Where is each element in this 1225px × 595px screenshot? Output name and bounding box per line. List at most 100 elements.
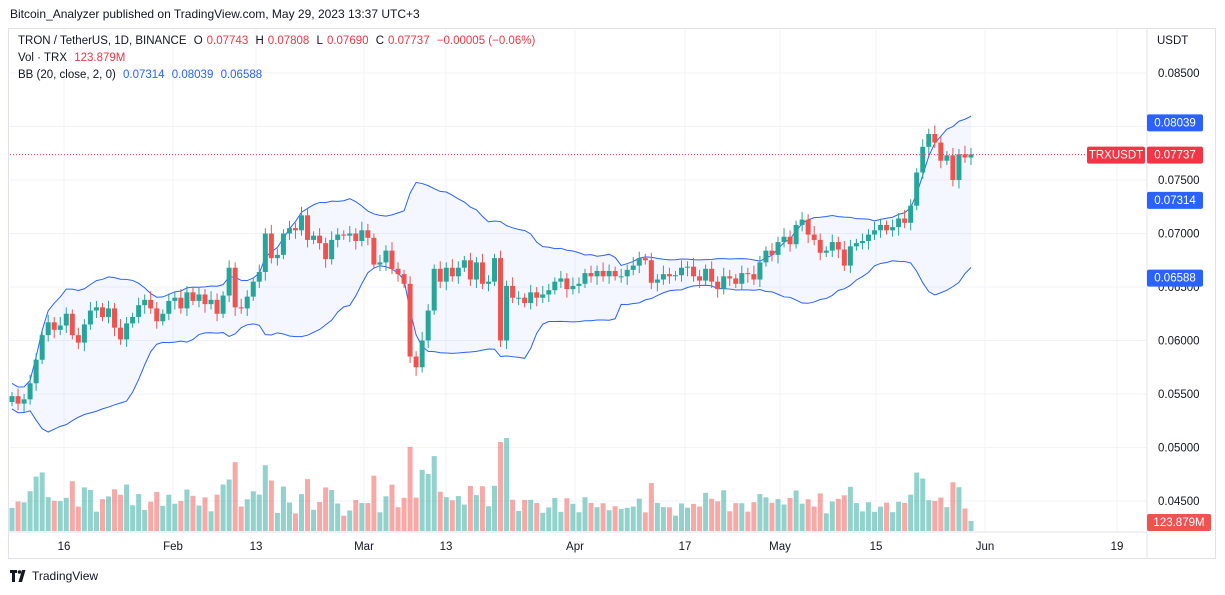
candle-body [431, 268, 437, 311]
candle-body [443, 267, 449, 282]
candle-body [829, 242, 835, 251]
footer-brand[interactable]: TradingView [32, 569, 99, 583]
volume-bar [540, 512, 546, 531]
candle-body [522, 297, 528, 304]
volume-tag: 123.879M [1153, 517, 1204, 529]
volume-bar [268, 480, 274, 531]
volume-bar [847, 486, 853, 531]
volume-bar [142, 509, 148, 531]
volume-bar [570, 503, 576, 531]
y-tick-label: 0.05000 [1158, 443, 1200, 455]
candle-body [624, 269, 630, 277]
candle-body [359, 230, 365, 241]
y-tick-label: 0.05500 [1158, 389, 1200, 401]
y-tick-label: 0.07500 [1158, 175, 1200, 187]
candle-body [238, 307, 244, 309]
legend-open: 0.07743 [206, 35, 249, 47]
volume-bar [238, 506, 244, 531]
candle-body [902, 218, 908, 223]
volume-bar [136, 494, 142, 531]
candle-body [365, 230, 371, 238]
volume-bar [745, 511, 751, 531]
candle-body [184, 292, 190, 309]
candle-body [106, 308, 112, 317]
candle-body [142, 299, 148, 306]
volume-bar [256, 494, 262, 531]
volume-bar [660, 507, 666, 531]
candle-body [118, 327, 124, 340]
volume-bar [317, 501, 323, 531]
candle-body [552, 281, 558, 291]
candle-body [172, 297, 178, 301]
volume-bar [757, 494, 763, 531]
volume-bar [208, 511, 214, 531]
candle-body [594, 270, 600, 277]
volume-bar [835, 498, 841, 531]
candle-body [938, 142, 944, 161]
x-tick-label: Mar [354, 541, 374, 553]
volume-bar [793, 490, 799, 531]
candle-body [467, 260, 473, 280]
volume-bar [528, 499, 534, 531]
candle-body [727, 276, 733, 279]
candle-body [437, 268, 443, 282]
volume-bar [106, 496, 112, 531]
candle-body [39, 335, 45, 360]
volume-bar [202, 497, 208, 531]
volume-bar [534, 503, 540, 531]
candle-body [703, 268, 709, 281]
volume-bar [787, 497, 793, 531]
legend-volume: Vol · TRX 123.879M [18, 52, 129, 64]
volume-bar [938, 497, 944, 531]
volume-bar [419, 469, 425, 531]
volume-bar [630, 506, 636, 531]
volume-bar [407, 447, 413, 531]
volume-bar [811, 506, 817, 531]
candle-body [817, 239, 823, 253]
legend-high-label: H [255, 35, 264, 47]
candle-body [558, 278, 564, 282]
x-tick-label: 13 [440, 541, 453, 553]
candle-body [540, 294, 546, 298]
volume-bar [425, 474, 431, 531]
volume-bar [944, 507, 950, 531]
candle-body [799, 219, 805, 225]
candle-body [721, 276, 727, 290]
legend-bb-label: BB (20, close, 2, 0) [18, 69, 116, 81]
volume-bar [45, 497, 51, 531]
candle-body [335, 234, 341, 240]
volume-bar [950, 482, 956, 531]
volume-bar [685, 507, 691, 531]
legend-close: 0.07737 [388, 35, 430, 47]
candle-body [256, 272, 262, 282]
volume-bar [371, 475, 377, 531]
volume-bar [781, 504, 787, 531]
candle-body [87, 310, 93, 325]
candle-body [419, 340, 425, 368]
candle-body [920, 146, 926, 173]
legend-bb-upper: 0.08039 [171, 69, 214, 81]
chart-frame[interactable] [8, 28, 1216, 559]
volume-bar [492, 485, 498, 531]
volume-bar [703, 492, 709, 531]
candle-body [823, 250, 829, 253]
volume-bar [823, 513, 829, 531]
candle-body [305, 215, 311, 240]
candle-body [268, 233, 274, 259]
candle-body [425, 310, 431, 341]
candle-body [492, 258, 498, 282]
volume-bar [624, 507, 630, 531]
tradingview-logo-icon[interactable] [10, 570, 28, 582]
volume-bar [902, 502, 908, 531]
volume-bar [648, 483, 654, 531]
volume-bar [347, 510, 353, 531]
volume-bar [329, 490, 335, 531]
candle-body [15, 396, 21, 404]
volume-bar [274, 513, 280, 531]
volume-bar [775, 499, 781, 531]
volume-bar [311, 509, 317, 531]
candle-body [630, 265, 636, 270]
volume-bar [751, 502, 757, 531]
volume-bar [437, 491, 443, 531]
